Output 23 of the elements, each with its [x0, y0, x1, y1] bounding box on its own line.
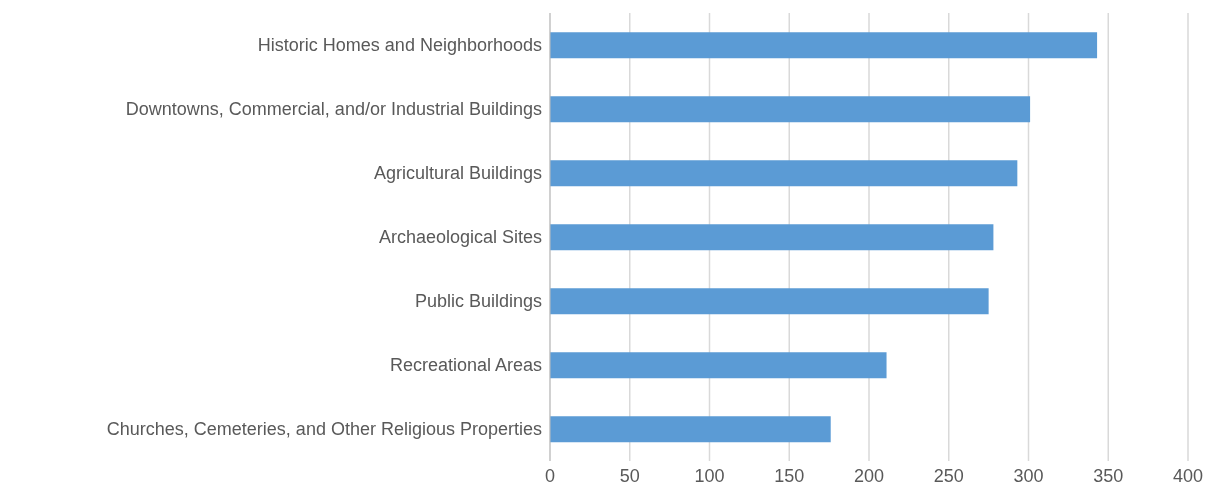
bar	[550, 416, 831, 443]
x-tick-label: 350	[1093, 465, 1124, 486]
bar	[550, 96, 1031, 123]
x-tick-label: 300	[1013, 465, 1044, 486]
x-tick-label: 0	[544, 465, 556, 486]
y-tick-label: Churches, Cemeteries, and Other Religious Properties	[106, 419, 542, 440]
y-tick-label: Agricultural Buildings	[373, 163, 542, 184]
bar	[550, 352, 887, 379]
x-tick-label: 50	[619, 465, 640, 486]
bar	[550, 288, 989, 315]
y-tick-label: Archaeological Sites	[378, 227, 542, 248]
bar	[550, 32, 1098, 59]
x-tick-label: 250	[933, 465, 964, 486]
x-tick-label: 400	[1172, 465, 1204, 486]
x-tick-label: 200	[853, 465, 885, 486]
bar	[550, 160, 1018, 187]
x-tick-label: 150	[774, 465, 805, 486]
x-tick-label: 100	[694, 465, 725, 486]
y-tick-label: Downtowns, Commercial, and/or Industrial Buildings	[125, 99, 542, 120]
y-tick-label: Historic Homes and Neighborhoods	[257, 35, 542, 56]
bar	[550, 224, 994, 251]
y-tick-label: Public Buildings	[414, 291, 542, 312]
y-tick-label: Recreational Areas	[389, 355, 542, 376]
